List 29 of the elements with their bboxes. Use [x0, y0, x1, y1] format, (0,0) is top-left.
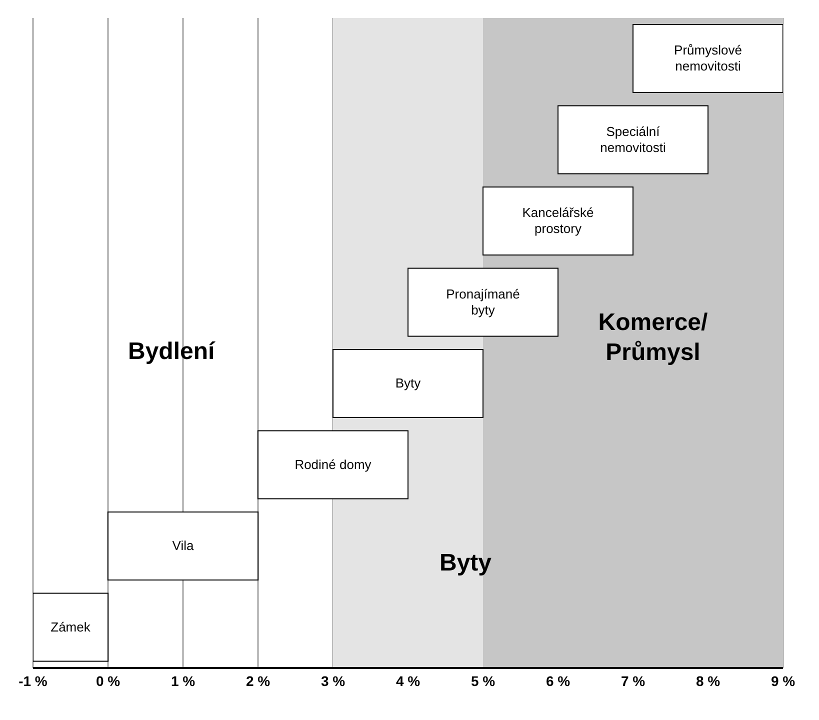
- y-tick-label: Speciální nemovitosti: [600, 124, 666, 155]
- band-label: Komerce/ Průmysl: [598, 309, 708, 366]
- x-tick-label: 8 %: [696, 672, 721, 689]
- x-tick-label: 2 %: [246, 672, 271, 689]
- y-tick-label: Průmyslové nemovitosti: [674, 42, 742, 74]
- bar: [108, 512, 258, 580]
- x-tick-label: 4 %: [396, 672, 421, 689]
- x-tick-label: 5 %: [470, 672, 496, 689]
- bar: [33, 592, 108, 662]
- y-tick-label: Rodiné domy: [294, 456, 372, 472]
- bar: [558, 105, 708, 174]
- y-tick-label: Zámek: [50, 619, 91, 634]
- x-tick-label: 0 %: [96, 672, 121, 689]
- band-label: Byty: [439, 550, 492, 576]
- bar: [632, 24, 783, 93]
- bar: [482, 186, 634, 256]
- x-tick-label: 1 %: [170, 672, 196, 689]
- bar: [332, 349, 484, 418]
- bar: [408, 268, 558, 337]
- x-tick-label: 3 %: [320, 672, 346, 689]
- x-tick-label: 6 %: [546, 672, 571, 689]
- y-tick-label: Kancelářské prostory: [522, 205, 594, 236]
- x-tick-label: 7 %: [620, 672, 646, 689]
- annotation: Bydlení: [128, 338, 215, 366]
- bar: [258, 430, 408, 500]
- x-tick-label: -1 %: [18, 672, 48, 689]
- y-tick-label: Vila: [172, 538, 194, 553]
- y-tick-label: Pronajímané byty: [446, 286, 520, 318]
- x-tick-label: 9 %: [770, 672, 796, 689]
